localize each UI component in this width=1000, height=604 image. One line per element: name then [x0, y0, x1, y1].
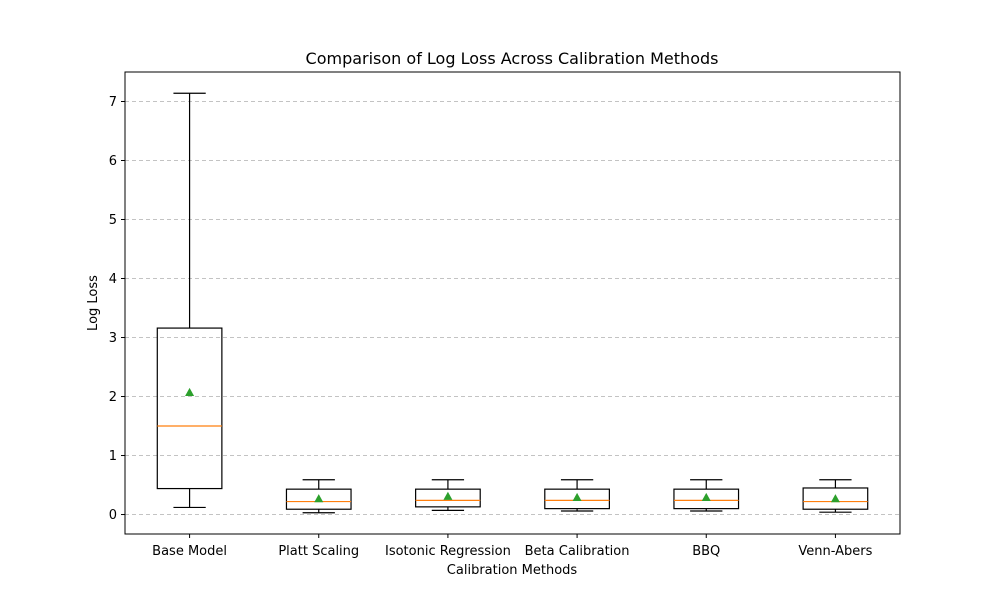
x-tick-label: Base Model	[152, 544, 227, 559]
box-group	[802, 479, 869, 513]
box-group	[544, 479, 610, 512]
x-tick-label: Platt Scaling	[278, 544, 359, 559]
mean-marker	[830, 494, 840, 503]
y-axis-label: Log Loss	[86, 275, 101, 331]
mean-marker	[443, 491, 453, 500]
y-tick-label: 7	[109, 95, 117, 110]
x-tick-label: Isotonic Regression	[385, 544, 511, 559]
y-tick-label: 2	[109, 390, 117, 405]
box-group	[673, 479, 740, 512]
iqr-box	[415, 488, 481, 508]
x-axis-label: Calibration Methods	[447, 563, 578, 578]
y-tick-label: 4	[109, 272, 117, 287]
x-tick-label: Beta Calibration	[525, 544, 630, 559]
iqr-box	[544, 488, 610, 510]
iqr-box	[285, 488, 352, 510]
y-tick-label: 5	[109, 213, 117, 228]
mean-marker	[185, 387, 195, 396]
y-tick-label: 1	[109, 449, 117, 464]
chart-title: Comparison of Log Loss Across Calibratio…	[306, 49, 719, 68]
x-tick-label: BBQ	[692, 544, 720, 559]
box-group	[285, 479, 352, 514]
iqr-box	[156, 327, 223, 490]
mean-marker	[314, 494, 324, 503]
y-tick-label: 6	[109, 154, 117, 169]
mean-marker	[701, 492, 711, 502]
y-tick-label: 0	[109, 508, 117, 523]
plot-area-frame	[124, 71, 901, 535]
mean-marker	[572, 492, 582, 502]
box-group	[156, 92, 223, 509]
grid-lines	[125, 101, 900, 515]
box-group	[415, 479, 481, 511]
y-tick-label: 3	[109, 331, 117, 346]
iqr-box	[802, 487, 869, 510]
x-tick-label: Venn-Abers	[798, 544, 872, 559]
iqr-box	[673, 488, 740, 510]
boxes	[156, 92, 869, 514]
axis-ticks: 0 1 2 3 4 5 6 7 Base Model Platt Scaling Isotonic …	[109, 95, 873, 559]
